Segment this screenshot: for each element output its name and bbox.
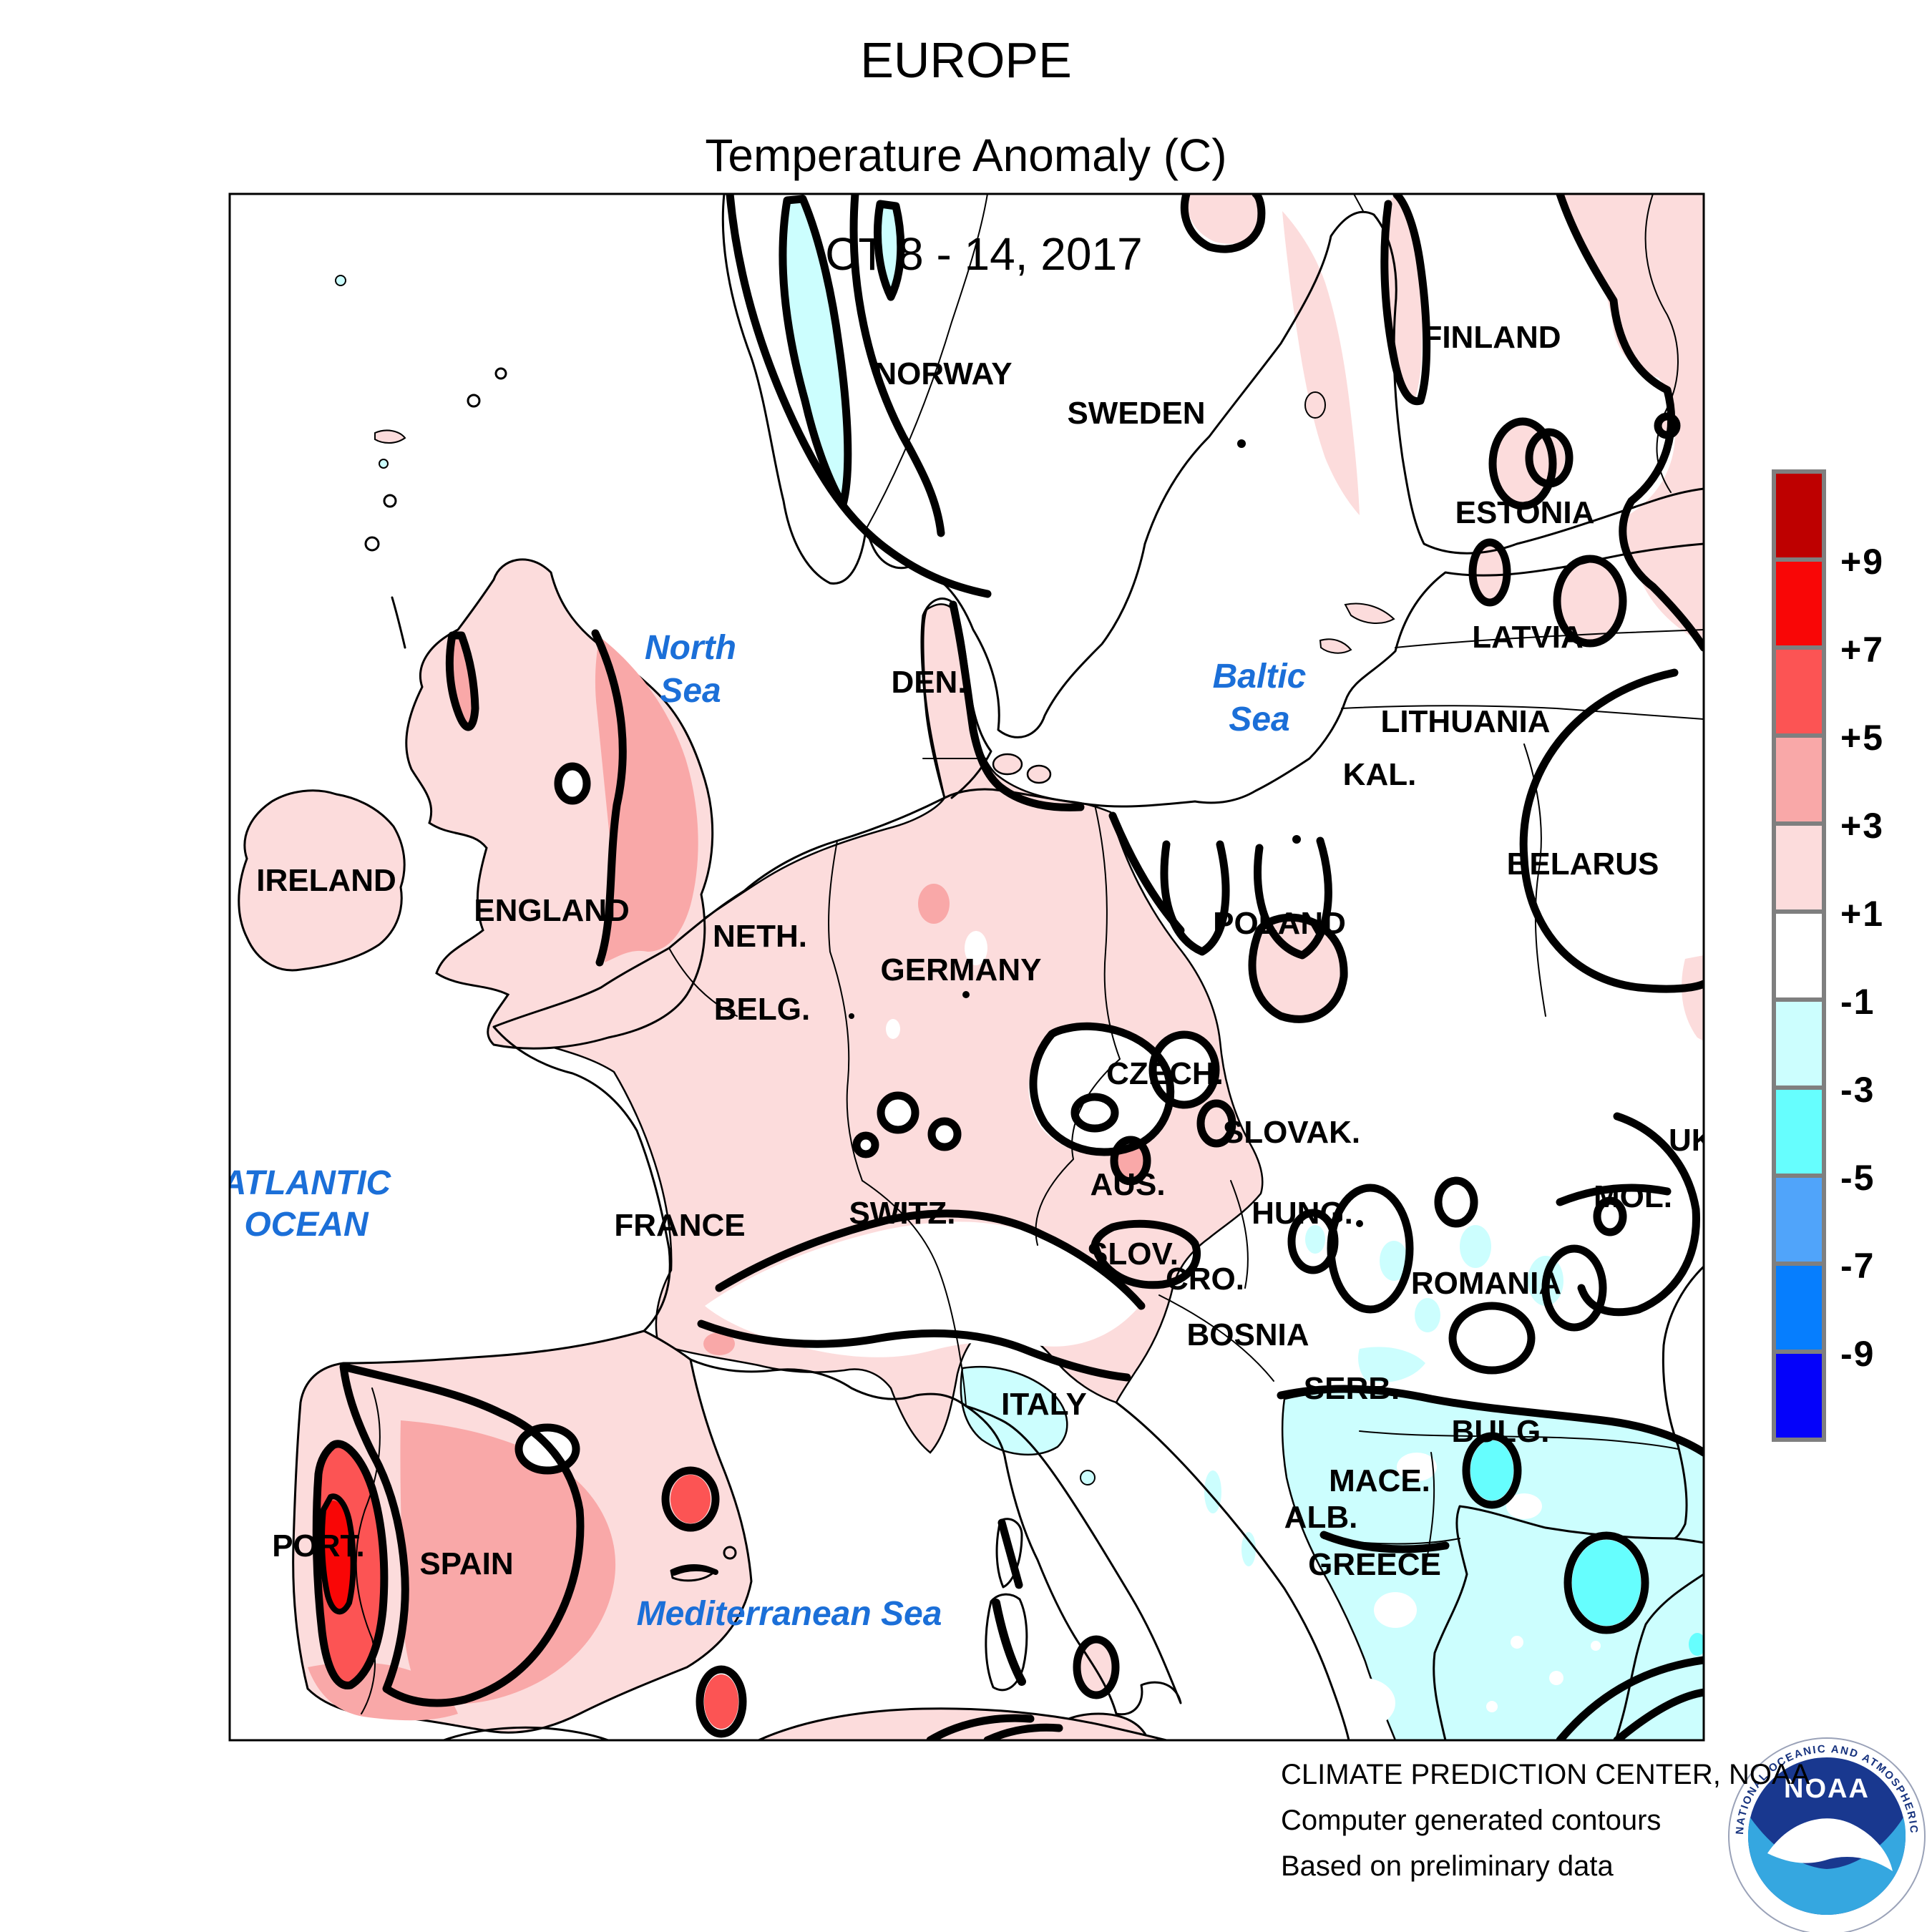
legend-tick-plus3: +3 [1840,806,1885,846]
label-greece: GREECE [1308,1547,1441,1582]
seagull-icon [1767,1818,1893,1871]
label-mediterranean: Mediterranean Sea [637,1595,942,1633]
credits-line-3: Based on preliminary data [1281,1850,1614,1882]
label-norway: NORWAY [874,356,1012,391]
map-frame [228,192,1705,1742]
noaa-emblem-sea [1748,1818,1906,1915]
legend-box-plus1 [1776,826,1822,909]
label-slovenia: SLOV. [1087,1236,1179,1272]
legend-tick-minus5: -5 [1840,1158,1875,1198]
legend-box-minus5 [1776,1178,1822,1262]
legend-tick-minus9: -9 [1840,1334,1875,1374]
label-north-sea-1: North [645,629,736,667]
region-portugal-plus7 [324,1501,353,1614]
label-croatia: CRO. [1166,1262,1244,1297]
map-dots [849,439,1363,1227]
hole-bohemia [1028,1026,1174,1156]
region-norway-minus1 [785,200,846,501]
label-belarus: BELARUS [1507,847,1659,882]
legend-tick-plus9: +9 [1840,542,1885,582]
anomaly-regions [238,194,1704,1740]
label-belgium: BELG. [714,992,810,1027]
label-macedonia: MACE. [1329,1463,1430,1498]
label-moldova: MOL. [1594,1179,1672,1214]
label-baltic-sea-2: Sea [1229,701,1289,738]
region-poland-plus1 [1252,917,1345,1020]
legend-tick-minus3: -3 [1840,1070,1875,1110]
region-aegean-minus3 [1572,1540,1641,1626]
label-czech: CZECH. [1106,1056,1224,1091]
region-central-europe-plus1 [492,603,1264,1454]
label-denmark: DEN. [891,665,966,700]
sea-labels: North Sea Baltic Sea ATLANTIC OCEAN Medi… [221,629,1307,1633]
label-serbia: SERB. [1304,1371,1400,1406]
label-portugal: PORT. [272,1528,365,1563]
coastlines [364,194,1704,1740]
label-romania: ROMANIA [1411,1266,1561,1301]
region-russia-plus1 [1562,194,1704,644]
region-bulgaria-minus3 [1470,1440,1513,1501]
credits-line-1: CLIMATE PREDICTION CENTER, NOAA [1281,1759,1810,1790]
label-spain: SPAIN [419,1546,513,1581]
contour-lines [312,194,1704,1740]
region-spain-plus3 [400,1420,616,1704]
map-canvas: NORWAY SWEDEN FINLAND ESTONIA LATVIA LIT… [221,194,1746,1740]
noaa-logo-word: NOAA [1784,1774,1870,1804]
country-labels: NORWAY SWEDEN FINLAND ESTONIA LATVIA LIT… [256,320,1746,1582]
label-germany: GERMANY [881,952,1042,987]
credits-line-2: Computer generated contours [1281,1805,1662,1836]
legend-box-plus3 [1776,738,1822,821]
neutral-holes [522,769,1601,1728]
label-ukraine: UKR. [1669,1123,1746,1158]
credits: CLIMATE PREDICTION CENTER, NOAA Computer… [1281,1752,1810,1889]
page-title: EUROPE [860,32,1072,88]
legend-box-plus7 [1776,562,1822,645]
legend-tick-plus5: +5 [1840,718,1885,758]
label-poland: POLAND [1213,906,1346,941]
legend-box-minus1 [1776,1002,1822,1085]
legend-box-minus9 [1776,1354,1822,1438]
label-north-sea-2: Sea [660,672,721,710]
legend-box-plus5 [1776,650,1822,733]
legend-tick-minus7: -7 [1840,1246,1875,1286]
label-atlantic-1: ATLANTIC [221,1164,392,1202]
label-bosnia: BOSNIA [1186,1317,1309,1352]
legend-box-zero [1776,914,1822,997]
region-sweden-coast-plus1 [1282,211,1360,515]
label-slovakia: SLOVAK. [1223,1115,1360,1150]
legend-box-minus3 [1776,1090,1822,1174]
date-range: OCT 8 - 14, 2017 [789,228,1143,280]
label-england: ENGLAND [474,893,630,928]
label-sweden: SWEDEN [1067,396,1205,431]
label-italy: ITALY [1001,1387,1087,1422]
legend-tick-plus1: +1 [1840,894,1885,934]
hole-france-corridor [705,1221,1138,1357]
region-ireland [238,789,406,972]
label-ireland: IRELAND [256,863,396,898]
label-austria: AUS. [1090,1167,1165,1202]
label-estonia: ESTONIA [1455,495,1595,530]
legend-tick-plus7: +7 [1840,630,1885,670]
label-switzerland: SWITZ. [849,1196,955,1231]
label-kaliningrad: KAL. [1343,757,1417,792]
label-bulgaria: BULG. [1452,1414,1550,1449]
label-netherlands: NETH. [713,919,807,954]
legend-tick-minus1: -1 [1840,982,1875,1022]
label-hungary: HUNG. [1252,1196,1353,1231]
label-latvia: LATVIA [1472,620,1584,655]
region-po-valley-minus1 [960,1365,1068,1456]
label-france: FRANCE [614,1208,745,1243]
label-baltic-sea-1: Baltic [1213,658,1307,696]
label-atlantic-2: OCEAN [244,1206,369,1244]
label-lithuania: LITHUANIA [1380,704,1550,739]
page-subtitle: Temperature Anomaly (C) [705,130,1227,181]
legend-colorbar [1772,469,1826,1442]
legend-box-plus9 [1776,474,1822,557]
legend-box-minus7 [1776,1266,1822,1350]
label-finland: FINLAND [1423,320,1561,355]
label-albania: ALB. [1284,1500,1358,1535]
